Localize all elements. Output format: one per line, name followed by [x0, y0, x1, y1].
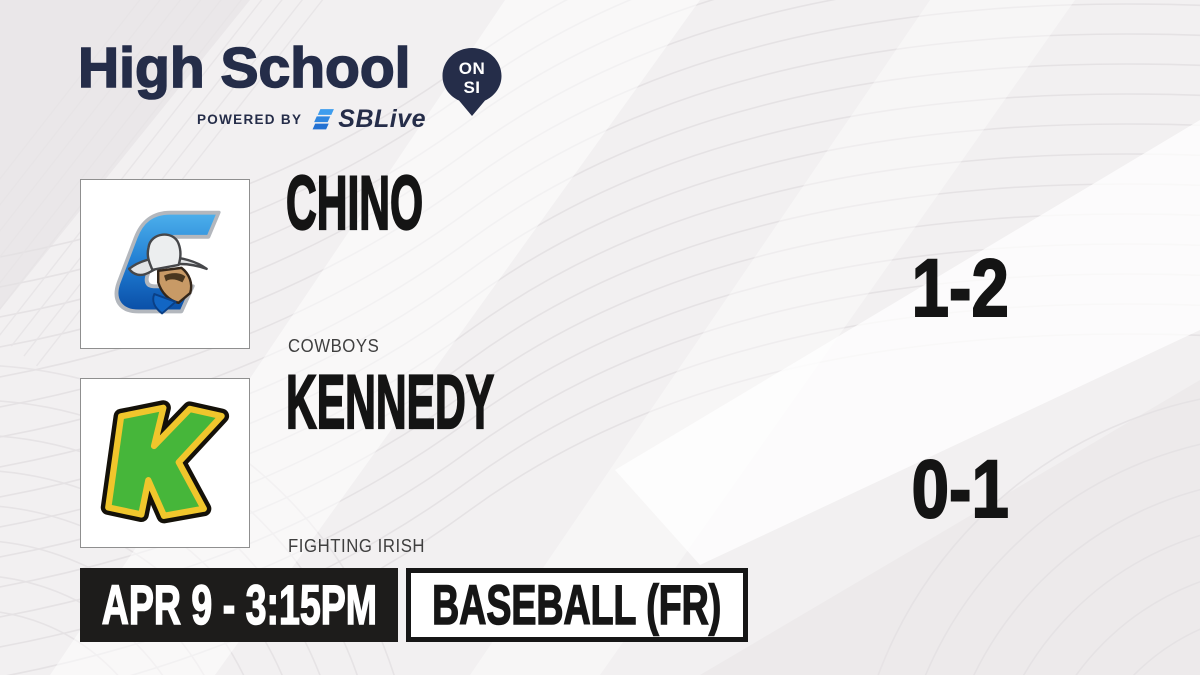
footer-bar: APR 9 - 3:15PM BASEBALL (FR)	[80, 568, 748, 642]
kennedy-logo-image	[100, 400, 230, 524]
sblive-logo: SBLive	[312, 105, 426, 134]
sblive-bolt-icon	[312, 108, 335, 129]
sblive-wordmark: SBLive	[338, 104, 427, 133]
team2-name: KENNEDY	[285, 360, 495, 445]
team1-name: CHINO	[285, 161, 424, 246]
team2-logo-box	[80, 378, 250, 548]
game-event-label: BASEBALL (FR)	[432, 573, 722, 636]
team1-logo-box	[80, 179, 250, 349]
powered-by-row: POWERED BY SBLive	[197, 103, 426, 135]
team1-mascot: COWBOYS	[288, 336, 380, 356]
brand-title: High School	[77, 36, 411, 100]
game-event-badge: BASEBALL (FR)	[406, 568, 748, 642]
on-si-pin-icon: ON SI	[442, 48, 502, 116]
chino-logo-image	[114, 210, 221, 315]
svg-text:ON: ON	[459, 59, 486, 78]
team1-record: 1-2	[911, 243, 1010, 334]
team2-mascot: FIGHTING IRISH	[288, 536, 426, 556]
game-datetime-label: APR 9 - 3:15PM	[101, 573, 377, 636]
team2-record: 0-1	[911, 444, 1010, 535]
powered-by-label: POWERED BY	[197, 111, 303, 127]
game-datetime-badge: APR 9 - 3:15PM	[80, 568, 398, 642]
svg-text:SI: SI	[463, 78, 480, 97]
